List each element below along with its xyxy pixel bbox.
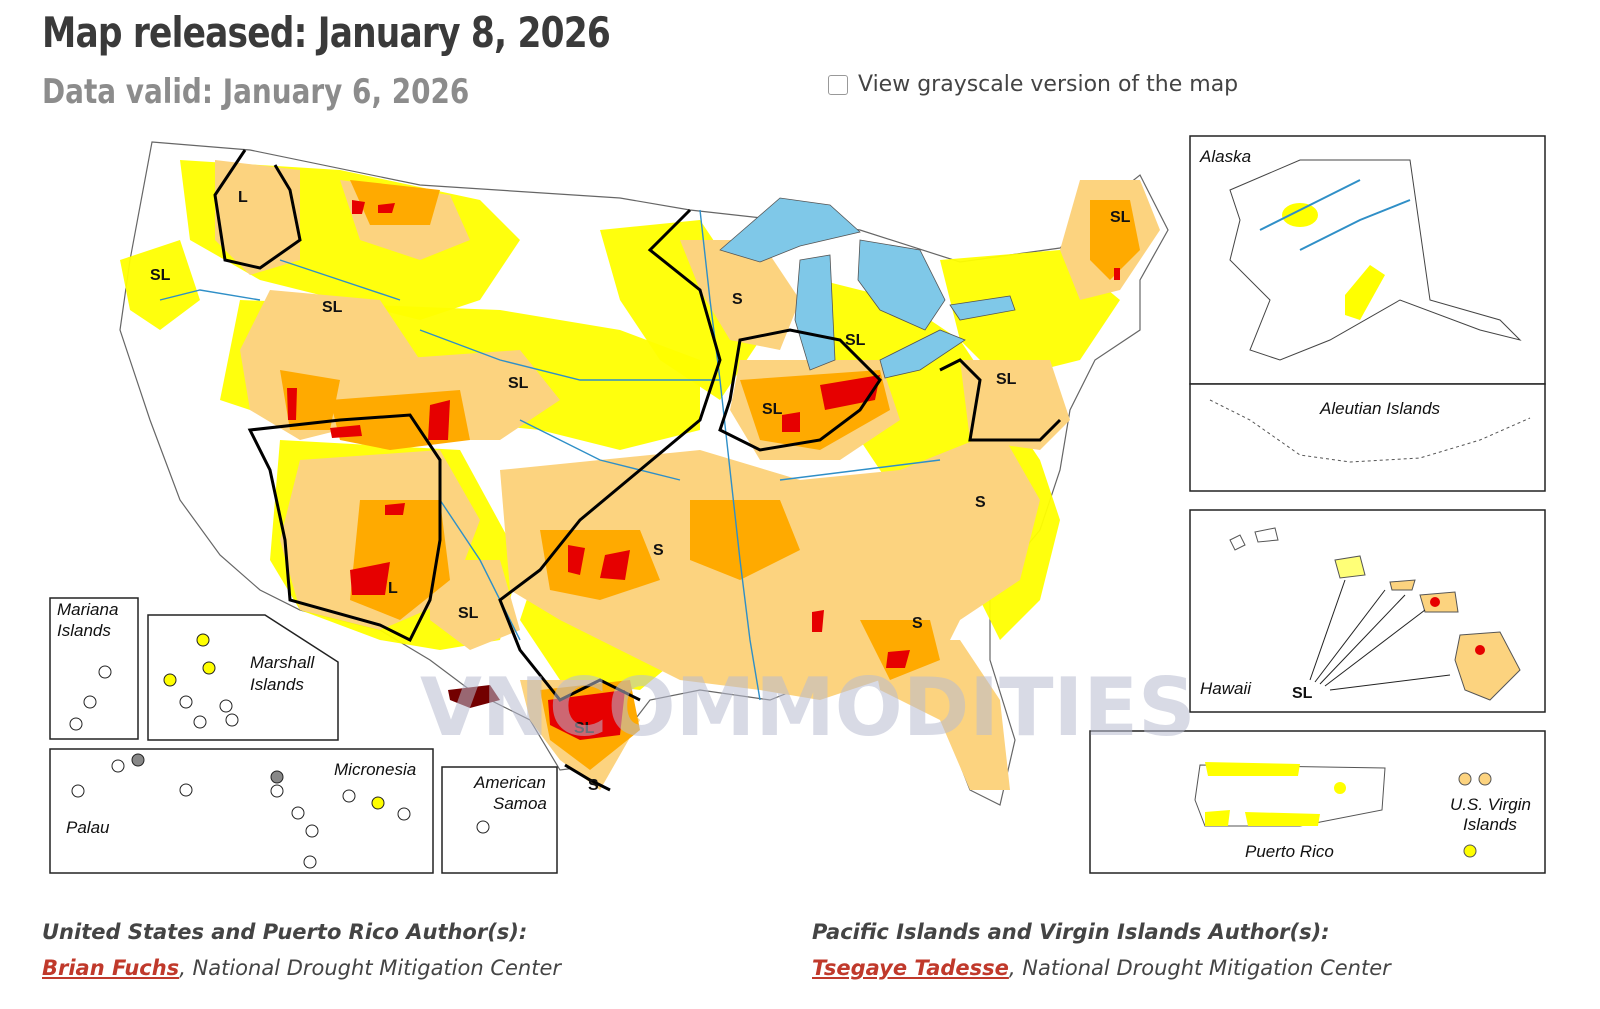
aleutian-label: Aleutian Islands <box>1319 399 1441 418</box>
impact-label: SL <box>574 720 595 737</box>
marshall-label-line1: Marshall <box>250 653 315 672</box>
marshall-label-line2: Islands <box>250 675 304 694</box>
hawaii-inset: Hawaii SL <box>1189 509 1546 713</box>
mariana-inset: Mariana Islands <box>49 597 139 740</box>
marshall-inset: Marshall Islands <box>147 614 339 741</box>
grayscale-toggle[interactable]: View grayscale version of the map <box>828 72 1238 97</box>
usvi-label-line2: Islands <box>1463 815 1517 834</box>
grayscale-label: View grayscale version of the map <box>858 72 1239 97</box>
mariana-label-line2: Islands <box>57 621 111 640</box>
impact-label: SL <box>996 371 1017 388</box>
impact-label: S <box>588 777 599 794</box>
great-lakes <box>719 197 1016 379</box>
pacific-authors-heading: Pacific Islands and Virgin Islands Autho… <box>812 920 1330 944</box>
us-author-link[interactable]: Brian Fuchs <box>42 956 180 980</box>
micronesia-inset: Micronesia Palau <box>49 748 434 874</box>
hawaii-label: Hawaii <box>1200 679 1252 698</box>
micronesia-label: Micronesia <box>334 760 416 779</box>
grayscale-checkbox[interactable] <box>828 74 848 95</box>
d3-areas <box>287 200 1120 740</box>
data-valid-date: Data valid: January 6, 2026 <box>42 72 470 112</box>
d4-area <box>448 685 500 708</box>
impact-labels: L SL SL S SL SL SL SL SL L S S S S SL SL <box>150 189 1131 794</box>
pacific-author-link[interactable]: Tsegaye Tadesse <box>812 956 1009 980</box>
impact-label: SL <box>458 605 479 622</box>
impact-label: L <box>388 580 398 597</box>
impact-label: SL <box>845 332 866 349</box>
page-title: Map released: January 8, 2026 <box>42 8 611 57</box>
impact-label: SL <box>150 267 171 284</box>
pacific-author-org: , National Drought Mitigation Center <box>1008 956 1391 980</box>
alaska-label: Alaska <box>1199 147 1251 166</box>
impact-label: S <box>912 615 923 632</box>
samoa-label-line1: American <box>473 773 546 792</box>
impact-label: SL <box>762 401 783 418</box>
impact-label: SL <box>1110 209 1131 226</box>
watermark-text: VNCOMMODITIES <box>420 661 1196 754</box>
hawaii-impact-label: SL <box>1292 685 1313 702</box>
impact-label: SL <box>508 375 529 392</box>
samoa-label-line2: Samoa <box>493 794 547 813</box>
puerto-rico-inset: Puerto Rico U.S. Virgin Islands <box>1089 730 1546 874</box>
mariana-label-line1: Mariana <box>57 600 118 619</box>
impact-label: L <box>238 189 248 206</box>
palau-label: Palau <box>66 818 110 837</box>
impact-label: SL <box>322 299 343 316</box>
impact-label: S <box>653 542 664 559</box>
impact-label: S <box>732 291 743 308</box>
samoa-inset: American Samoa <box>441 766 558 874</box>
impact-label: S <box>975 494 986 511</box>
impact-boundaries <box>213 149 1062 792</box>
us-author-org: , National Drought Mitigation Center <box>179 956 562 980</box>
aleutian-inset: Aleutian Islands <box>1189 383 1546 492</box>
puerto-rico-label: Puerto Rico <box>1245 842 1334 861</box>
usvi-label-line1: U.S. Virgin <box>1450 795 1531 814</box>
us-authors-heading: United States and Puerto Rico Author(s): <box>42 920 528 944</box>
us-authors-line: Brian Fuchs, National Drought Mitigation… <box>42 956 561 980</box>
alaska-inset: Alaska <box>1189 135 1546 385</box>
pacific-authors-line: Tsegaye Tadesse, National Drought Mitiga… <box>812 956 1391 980</box>
